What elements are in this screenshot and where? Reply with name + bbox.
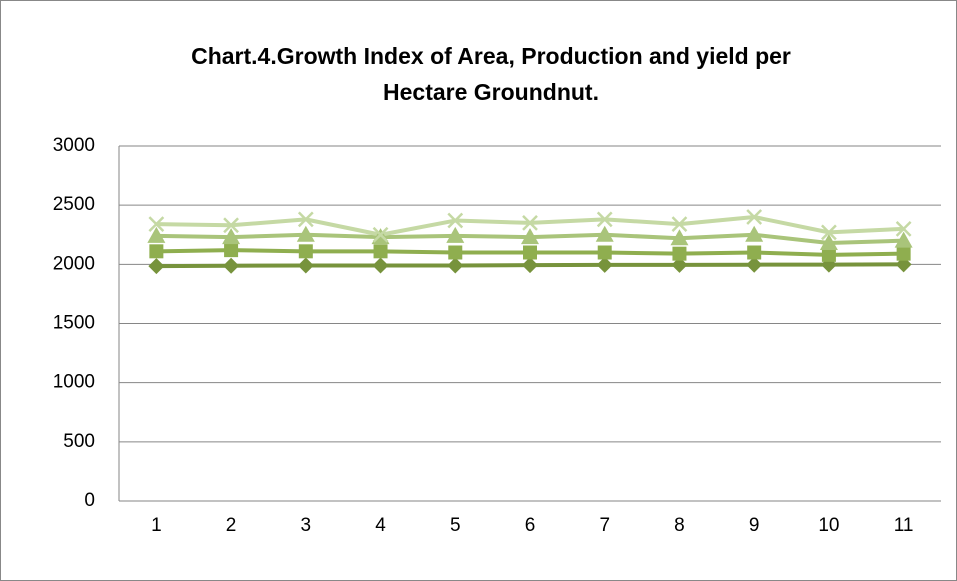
y-tick-label: 3000: [53, 135, 95, 156]
y-tick-label: 2000: [53, 253, 95, 274]
marker: [670, 229, 689, 246]
x-tick-label: 3: [301, 515, 312, 536]
marker: [671, 256, 688, 273]
marker: [595, 225, 614, 242]
marker: [297, 211, 314, 228]
marker: [223, 217, 239, 234]
marker: [297, 257, 314, 274]
marker: [894, 231, 913, 248]
marker: [373, 244, 388, 259]
marker: [447, 257, 464, 274]
marker: [746, 209, 763, 225]
marker: [821, 247, 836, 262]
x-tick-label: 11: [894, 515, 914, 536]
marker: [296, 225, 315, 242]
marker: [522, 257, 538, 274]
y-tick-label: 1500: [53, 313, 95, 334]
marker: [149, 244, 164, 259]
x-tick-label: 1: [151, 515, 162, 536]
marker: [372, 257, 389, 274]
marker: [745, 225, 764, 242]
y-tick-label: 1000: [53, 372, 95, 393]
marker: [895, 220, 912, 237]
chart-title: Hectare Groundnut.: [383, 79, 599, 105]
marker: [523, 245, 537, 260]
x-tick-label: 2: [226, 515, 237, 536]
x-tick-label: 8: [674, 515, 685, 536]
marker: [521, 228, 539, 245]
marker: [446, 226, 465, 243]
marker: [298, 244, 313, 259]
marker: [224, 243, 239, 258]
marker: [596, 211, 613, 228]
marker: [596, 256, 613, 273]
x-tick-label: 9: [749, 515, 760, 536]
x-tick-label: 6: [525, 515, 536, 536]
marker: [896, 246, 911, 261]
x-tick-label: 7: [599, 515, 610, 536]
marker: [671, 216, 688, 232]
x-tick-label: 5: [450, 515, 461, 536]
marker: [148, 216, 165, 232]
marker: [147, 226, 166, 243]
y-tick-label: 0: [84, 490, 95, 511]
marker: [223, 257, 240, 274]
x-tick-label: 4: [375, 515, 386, 536]
marker: [821, 224, 837, 241]
marker: [448, 245, 463, 260]
marker: [372, 226, 389, 243]
x-tick-label: 10: [818, 515, 839, 536]
marker: [672, 246, 687, 261]
marker: [597, 245, 612, 260]
marker: [222, 228, 241, 245]
marker: [746, 256, 763, 273]
marker: [148, 258, 165, 275]
marker: [747, 245, 762, 260]
marker: [447, 212, 464, 229]
marker: [819, 234, 838, 251]
marker: [895, 256, 912, 273]
y-tick-label: 500: [63, 431, 95, 452]
marker: [522, 215, 538, 231]
chart-title: Chart.4.Growth Index of Area, Production…: [191, 43, 791, 69]
y-tick-label: 2500: [53, 194, 95, 215]
